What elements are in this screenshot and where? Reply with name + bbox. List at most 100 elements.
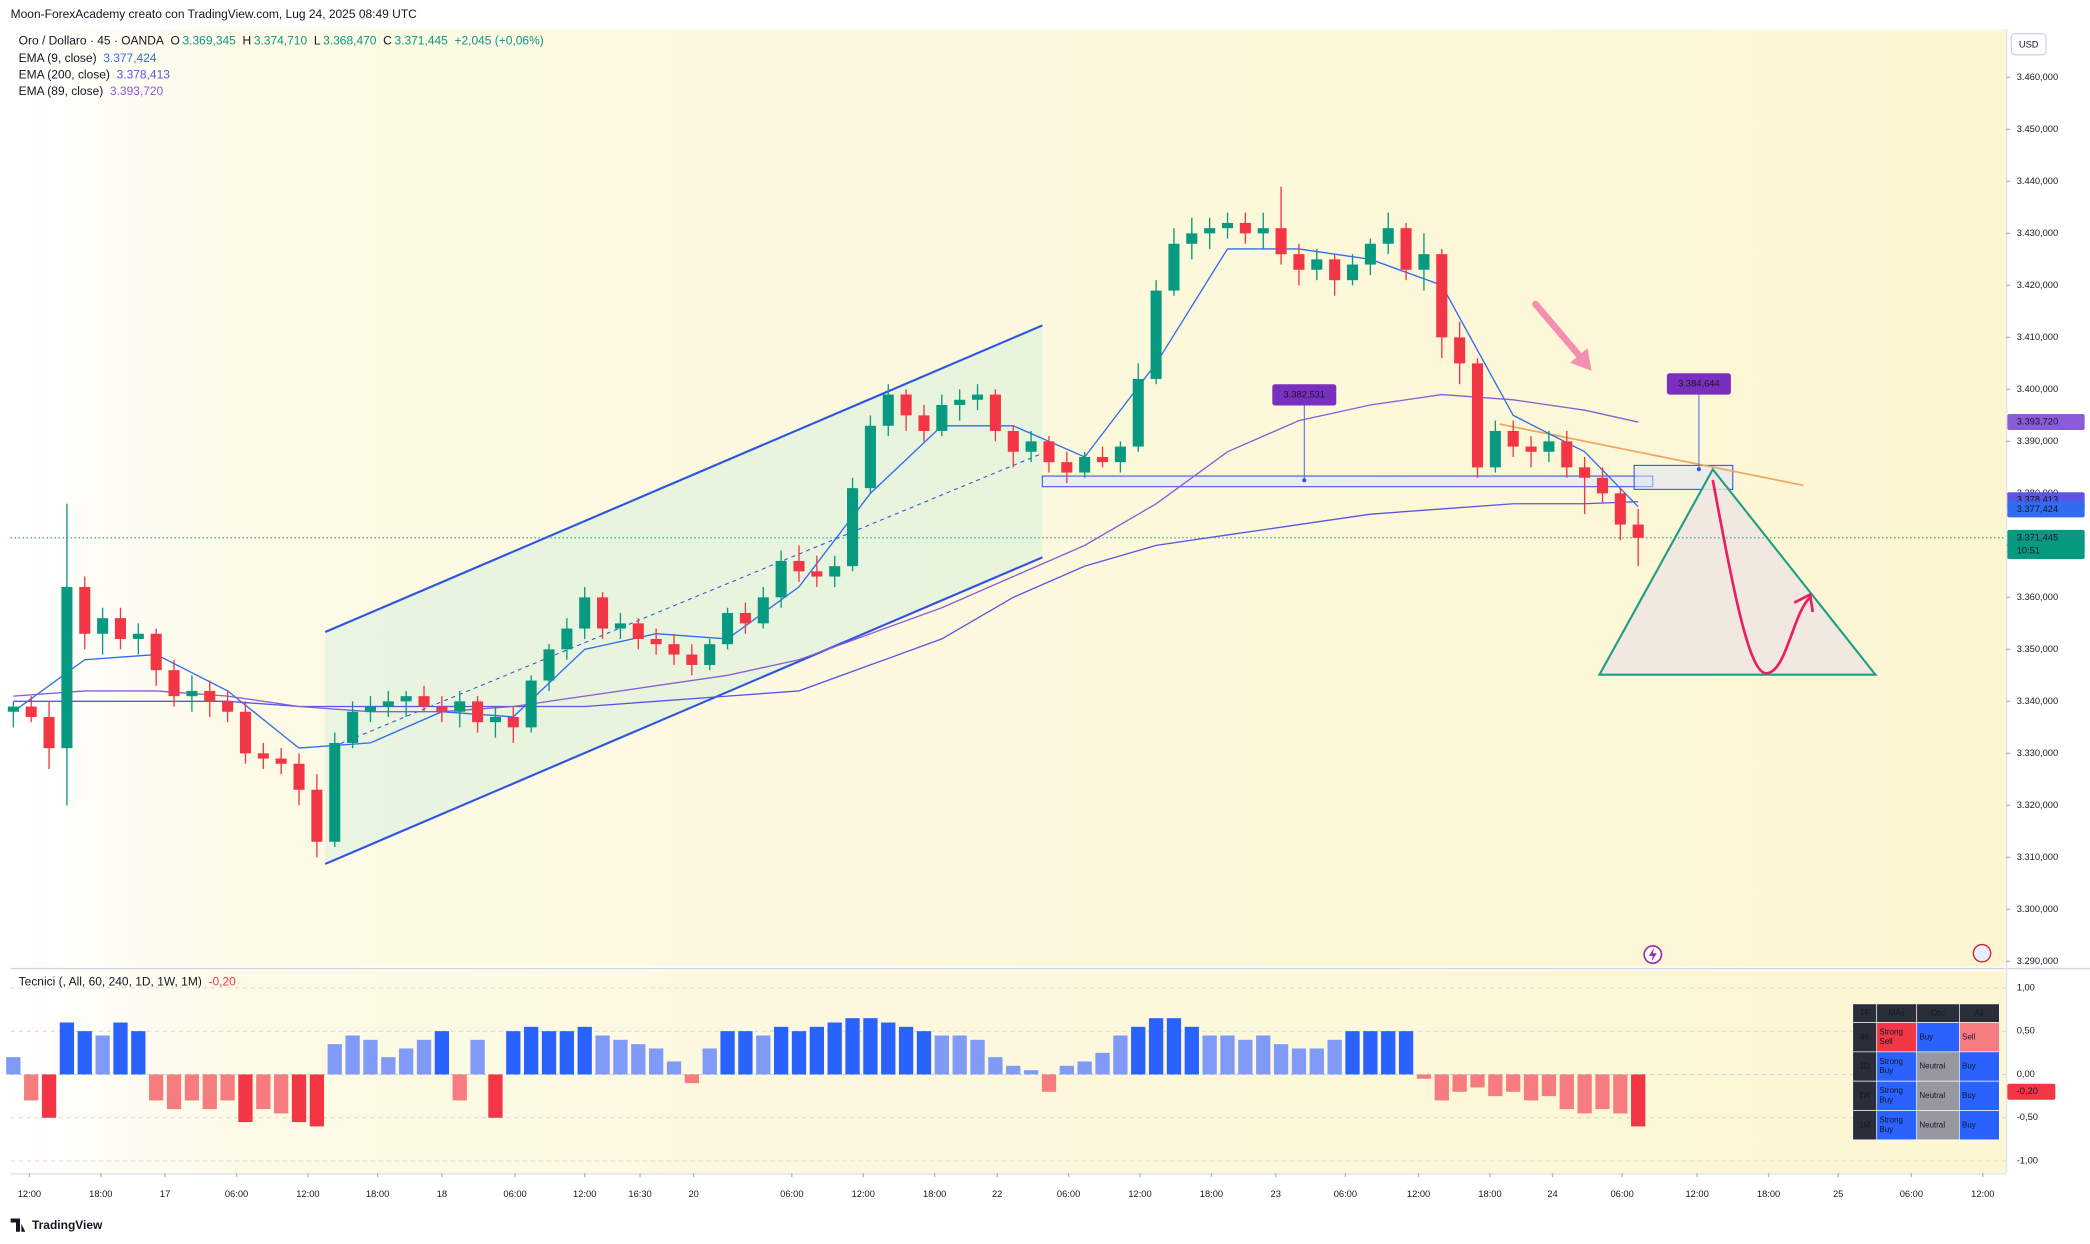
candle-body: [436, 706, 448, 712]
rating-bar: [184, 1074, 200, 1101]
table-cell-line: Sell: [1879, 1037, 1893, 1046]
candle-body: [739, 612, 751, 624]
candle-body: [1132, 378, 1144, 447]
candle-body: [1579, 467, 1591, 478]
candle-body: [114, 618, 127, 639]
candle-body: [311, 789, 323, 842]
rating-bar: [149, 1074, 164, 1101]
candle-body: [489, 716, 501, 723]
candle-body: [525, 680, 537, 728]
table-cell: [1959, 1080, 2000, 1111]
currency-box[interactable]: [2010, 32, 2047, 56]
annotation-point: [1696, 467, 1701, 472]
channel-fill: [325, 325, 1043, 864]
y-tick-label: 3.420,000: [2017, 280, 2058, 290]
rating-bar: [631, 1044, 646, 1075]
rating-bar: [1506, 1074, 1521, 1092]
candle-body: [775, 560, 787, 598]
rating-bar: [863, 1018, 878, 1075]
candle-body: [97, 618, 109, 634]
candle-body: [1454, 337, 1466, 364]
candle-body: [686, 654, 698, 665]
candle-body: [43, 716, 55, 749]
table-cell-text: 1M: [1859, 1120, 1870, 1129]
table-cell: [1959, 1051, 2000, 1082]
rating-bar: [1095, 1052, 1110, 1075]
x-tick-label: 06:00: [1610, 1189, 1633, 1199]
candle-body: [614, 623, 626, 629]
candle-body: [1507, 430, 1519, 447]
candle-body: [704, 644, 716, 665]
rating-bar: [577, 1026, 592, 1075]
table-cell-text: Strong Buy: [1879, 1116, 1903, 1134]
candle-body: [239, 711, 251, 754]
x-tick-label: 12:00: [1128, 1189, 1151, 1199]
indicator-tick-label: -1,00: [2017, 1156, 2038, 1166]
rating-bar: [720, 1031, 735, 1075]
ema-name: EMA (9, close): [19, 51, 97, 65]
x-tick-label: 23: [1271, 1189, 1281, 1199]
x-tick-label: 12:00: [573, 1189, 596, 1199]
rating-bar: [845, 1018, 860, 1075]
table-cell-text: Sell: [1962, 1032, 1976, 1041]
flag-icon[interactable]: [1972, 943, 1992, 963]
channel-upper: [324, 324, 1043, 633]
rating-bar: [1452, 1074, 1467, 1092]
candle-body: [1329, 259, 1341, 281]
rating-bar: [238, 1074, 253, 1123]
annotation-label: 3.384,644: [1678, 378, 1719, 388]
rating-bar: [1577, 1074, 1592, 1114]
rating-bar: [1041, 1074, 1057, 1092]
candle-body: [668, 644, 680, 655]
candle-body: [579, 597, 591, 629]
table-cell-text: 1D: [1860, 1062, 1870, 1071]
candle-body: [722, 612, 734, 645]
y-tick-label: 3.290,000: [2017, 956, 2058, 966]
candle-body: [1061, 462, 1073, 473]
candle-body: [1471, 363, 1484, 468]
table-cell-line: Buy: [1879, 1066, 1893, 1075]
projection-arrow: [1711, 479, 1812, 675]
candle-body: [1489, 430, 1501, 468]
rating-bar: [613, 1039, 628, 1075]
rating-bar: [1309, 1048, 1324, 1075]
rating-bar: [1416, 1074, 1432, 1079]
rating-bar: [345, 1035, 360, 1075]
candle-body: [1257, 228, 1269, 234]
candle-body: [1400, 228, 1412, 270]
rating-bar: [77, 1031, 92, 1075]
candle-body: [347, 711, 359, 743]
rating-bar: [291, 1074, 307, 1123]
y-tick-label: 3.360,000: [2017, 592, 2058, 602]
rating-bar: [1256, 1035, 1271, 1075]
rating-bar: [1613, 1074, 1628, 1114]
candle-body: [543, 649, 555, 681]
x-tick-label: 06:00: [780, 1189, 803, 1199]
y-tick-label: 3.340,000: [2017, 696, 2058, 706]
symbol-title: Oro / Dollaro · 45 · OANDA: [19, 34, 164, 48]
rating-bar: [791, 1031, 807, 1075]
rating-bar: [274, 1074, 289, 1114]
x-tick-label: 06:00: [1900, 1189, 1923, 1199]
y-tick-label: 3.390,000: [2017, 436, 2058, 446]
rating-bar: [809, 1026, 824, 1075]
rating-bar: [1398, 1031, 1414, 1075]
candle-body: [204, 690, 216, 702]
rating-bar: [773, 1026, 789, 1075]
candle-body: [918, 415, 930, 431]
rating-bar: [1202, 1035, 1217, 1075]
rating-bar: [1166, 1018, 1182, 1075]
table-cell-line: Strong: [1879, 1116, 1903, 1125]
price-badge: [2007, 501, 2085, 518]
ohlc-key: H: [242, 34, 251, 48]
table-cell-text: Neutral: [1919, 1091, 1945, 1100]
candle-body: [186, 690, 198, 697]
ema-value: 3.393,720: [110, 84, 164, 98]
candle-body: [1382, 228, 1394, 244]
x-tick-label: 18:00: [1200, 1189, 1223, 1199]
rating-bar: [1595, 1074, 1610, 1110]
rating-bar: [702, 1048, 717, 1075]
table-cell: [1916, 1051, 1960, 1082]
rating-bar: [470, 1039, 485, 1075]
